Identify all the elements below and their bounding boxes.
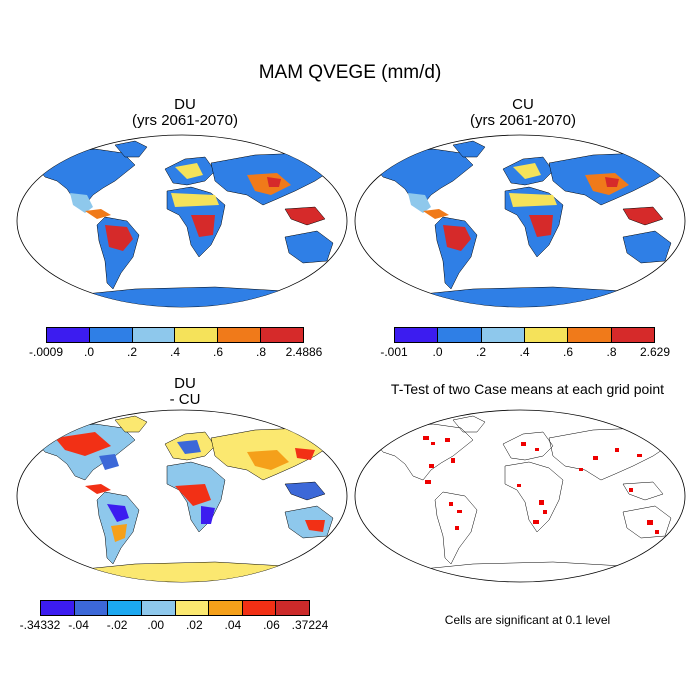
map-du [16, 134, 348, 308]
colorbar-label: .04 [224, 618, 242, 632]
colorbar-swatch [132, 328, 176, 342]
colorbar-label: .0 [83, 345, 95, 359]
colorbar-label: .4 [519, 345, 530, 359]
colorbar-label: 2.4886 [285, 345, 323, 359]
colorbar-swatch [108, 601, 142, 615]
panel-du-title-line1: DU [174, 96, 196, 113]
colorbar-label: -.001 [380, 345, 408, 359]
colorbar-label: .02 [185, 618, 203, 632]
colorbar-swatch [175, 601, 210, 615]
colorbar-label: .4 [169, 345, 181, 359]
colorbar-swatch [41, 601, 75, 615]
colorbar-swatch [276, 601, 309, 615]
panel-diff-title: DU - CU [95, 376, 275, 408]
colorbar-swatch [395, 328, 439, 342]
colorbar-swatch [261, 328, 303, 342]
colorbar-label: .37224 [291, 618, 329, 632]
colorbar-label: .06 [263, 618, 280, 632]
colorbar-label: 2.629 [639, 345, 671, 359]
colorbar-swatch [438, 328, 482, 342]
colorbar-label: .8 [606, 345, 617, 359]
colorbar-swatch [524, 328, 569, 342]
map-cu [354, 134, 686, 308]
colorbar-du [46, 327, 304, 343]
colorbar-swatch [74, 601, 109, 615]
panel-cu-title-line2: (yrs 2061-2070) [470, 112, 576, 129]
panel-diff-title-line2: - CU [169, 391, 201, 408]
figure-title: MAM QVEGE (mm/d) [258, 62, 442, 83]
colorbar-label: .8 [255, 345, 267, 359]
colorbar-swatch [141, 601, 176, 615]
colorbar-label: -.02 [106, 618, 128, 632]
colorbar-swatch [209, 601, 243, 615]
ttest-note: Cells are significant at 0.1 level [444, 613, 611, 627]
colorbar-swatch [611, 328, 654, 342]
map-diff [16, 409, 348, 583]
colorbar-swatch [89, 328, 133, 342]
colorbar-label: .2 [475, 345, 487, 359]
panel-cu-title: CU (yrs 2061-2070) [433, 97, 613, 129]
panel-du-title-line2: (yrs 2061-2070) [132, 112, 238, 129]
colorbar-label: .00 [147, 618, 165, 632]
colorbar-swatch [481, 328, 525, 342]
colorbar-swatch [175, 328, 219, 342]
colorbar-diff [40, 600, 310, 616]
colorbar-cu [394, 327, 655, 343]
colorbar-label: -.0009 [28, 345, 64, 359]
colorbar-label: .6 [212, 345, 224, 359]
panel-diff-title-line1: DU [174, 375, 196, 392]
colorbar-label: -.04 [68, 618, 89, 632]
colorbar-label: .0 [432, 345, 443, 359]
colorbar-swatch [242, 601, 277, 615]
panel-cu-title-line1: CU [512, 96, 534, 113]
significant-cells [423, 436, 659, 534]
colorbar-swatch [218, 328, 262, 342]
colorbar-swatch [47, 328, 90, 342]
colorbar-label: -.34332 [19, 618, 61, 632]
colorbar-label: .6 [562, 345, 574, 359]
map-ttest [354, 409, 686, 583]
colorbar-swatch [568, 328, 612, 342]
colorbar-label: .2 [126, 345, 138, 359]
panel-ttest-title: T-Test of two Case means at each grid po… [390, 381, 665, 397]
panel-du-title: DU (yrs 2061-2070) [95, 97, 275, 129]
